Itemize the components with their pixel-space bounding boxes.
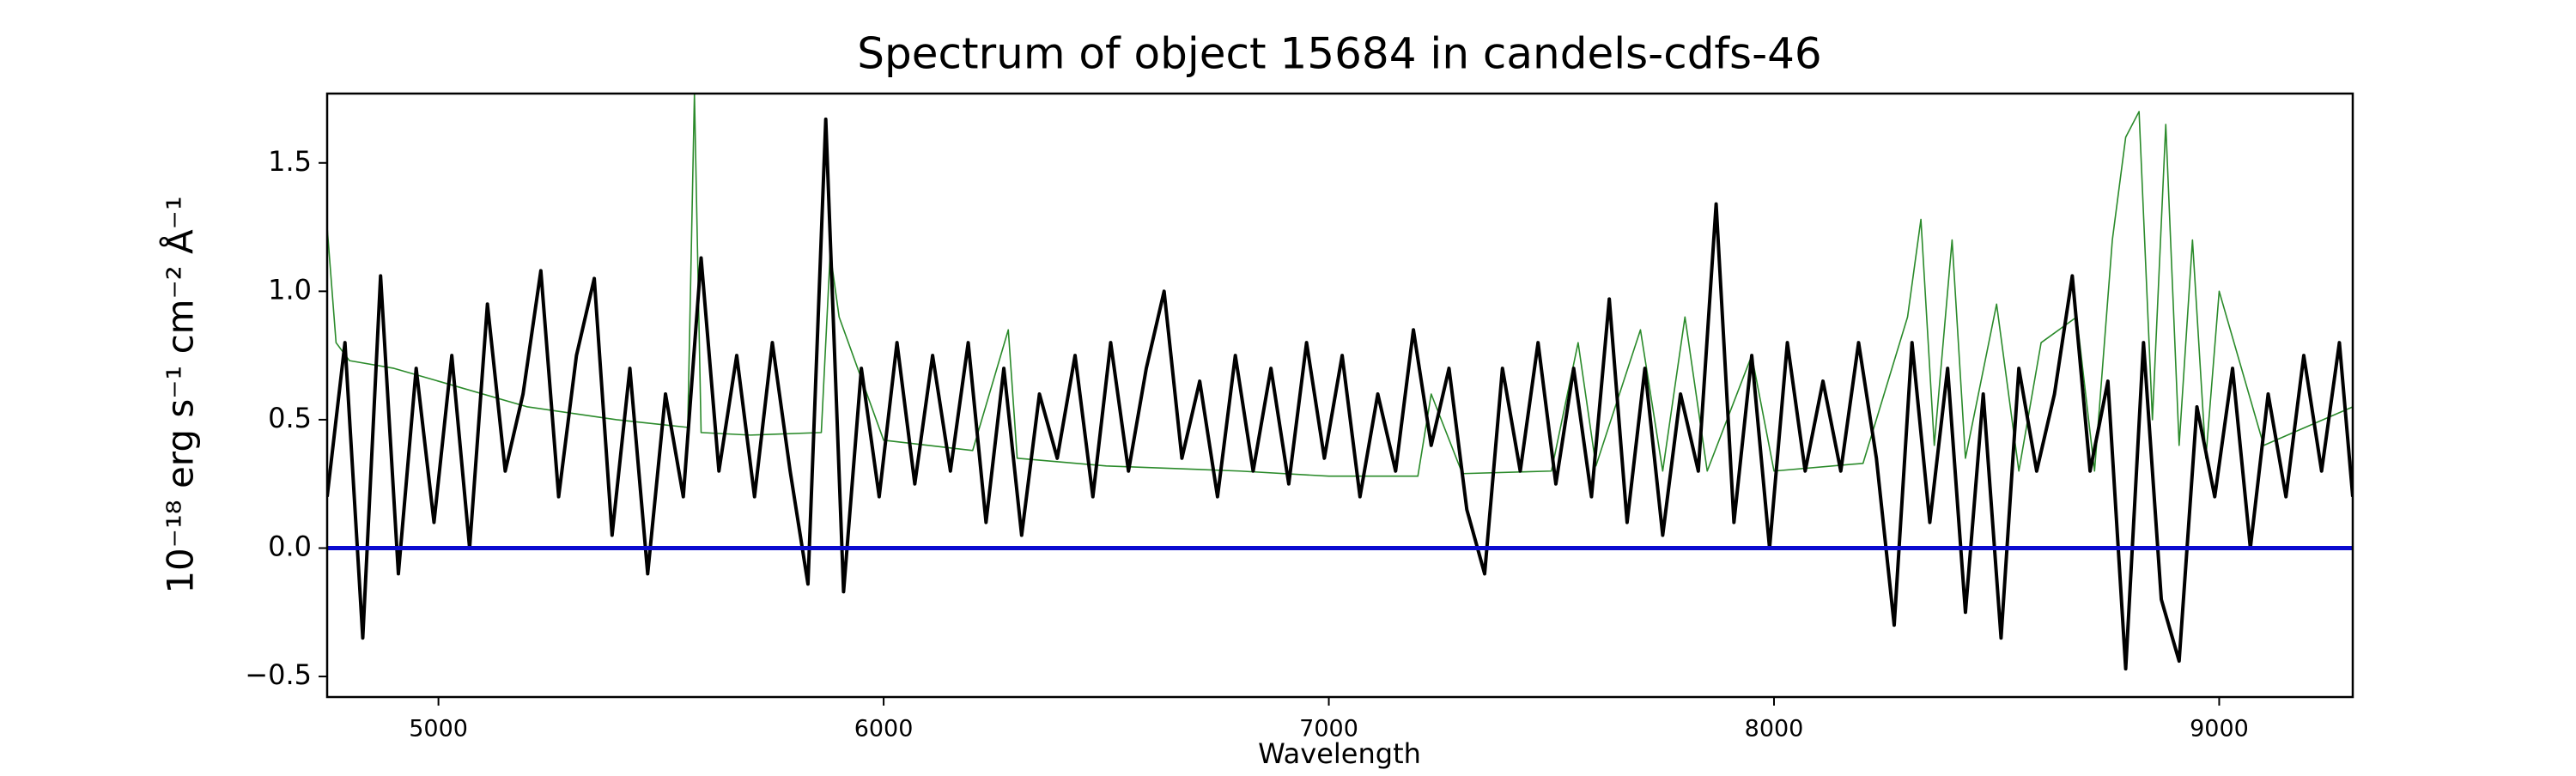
y-tick-label: 0.0 (268, 530, 312, 562)
x-tick-label: 5000 (409, 716, 468, 743)
plot-area (327, 94, 2353, 671)
x-tick-label: 9000 (2190, 716, 2249, 743)
x-tick-label: 7000 (1299, 716, 1358, 743)
x-tick-label: 8000 (1745, 716, 1804, 743)
plot-frame (325, 92, 2354, 699)
y-tick-label: −0.5 (245, 658, 312, 691)
x-tick-label: 6000 (854, 716, 914, 743)
y-axis-label: 10⁻¹⁸ erg s⁻¹ cm⁻² Å⁻¹ (159, 196, 202, 593)
y-tick-label: 0.5 (268, 402, 312, 434)
axes: 5000 6000 7000 8000 9000 −0.5 0.0 0.5 1.0 1.5 (245, 145, 2249, 743)
spectrum-line (327, 117, 2353, 671)
y-tick-label: 1.5 (268, 145, 312, 178)
y-tick-label: 1.0 (268, 273, 312, 306)
x-axis-label: Wavelength (1258, 737, 1421, 770)
chart-title: Spectrum of object 15684 in candels-cdfs… (857, 29, 1822, 79)
spectrum-line (327, 94, 2353, 477)
